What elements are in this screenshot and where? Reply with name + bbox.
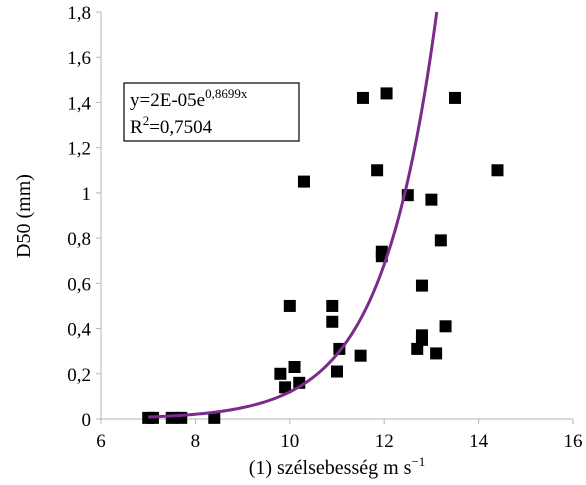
equation-base: y=2E-05e	[130, 90, 205, 111]
equation-exponent: 0,8699x	[205, 86, 248, 101]
data-point-13	[331, 365, 343, 378]
y-tick-label-7: 1,4	[67, 93, 91, 114]
data-point-26	[425, 193, 438, 206]
x-axis-label: (1) szélsebesség m s−1	[249, 454, 426, 479]
x-tick-label-3: 12	[375, 431, 394, 452]
y-axis-label: D50 (mm)	[13, 174, 35, 258]
data-point-22	[411, 342, 424, 355]
r-squared-sup: 2	[143, 113, 150, 128]
y-tick-label-3: 0,6	[67, 274, 91, 295]
data-point-6	[279, 381, 292, 394]
equation-line: y=2E-05e0,8699x	[130, 86, 248, 111]
x-tick-label-4: 14	[469, 431, 489, 452]
data-point-17	[371, 164, 384, 177]
y-tick-label-1: 0,2	[67, 365, 91, 386]
exponential-trendline	[148, 11, 439, 419]
r-squared-value: =0,7504	[149, 117, 212, 138]
equation-box-frame	[123, 82, 300, 142]
data-point-8	[288, 360, 301, 373]
data-point-16	[356, 91, 369, 104]
x-tick-label-0: 6	[96, 431, 106, 452]
data-point-7	[283, 299, 296, 312]
data-point-5	[274, 367, 287, 380]
r-squared-base: R	[130, 117, 143, 138]
y-tick-label-8: 1,6	[67, 48, 91, 69]
x-axis-label-sup: −1	[411, 454, 425, 469]
data-point-4	[208, 411, 221, 424]
equation-box: y=2E-05e0,8699x R2=0,7504	[123, 82, 300, 142]
x-axis-ticks: 6 8 10 12 14 16	[96, 419, 583, 452]
y-axis-ticks: 0 0,2 0,4 0,6 0,8 1 1,2 1,4 1,6 1,8	[67, 3, 101, 431]
y-tick-label-5: 1	[82, 184, 92, 205]
data-point-15	[354, 349, 367, 362]
data-points	[142, 87, 504, 424]
data-point-31	[491, 164, 504, 177]
y-tick-label-4: 0,8	[67, 229, 91, 250]
data-point-25	[415, 333, 428, 346]
x-tick-label-1: 8	[191, 431, 201, 452]
data-point-20	[380, 87, 393, 100]
x-axis-label-main: (1) szélsebesség m s	[249, 457, 412, 479]
y-tick-label-6: 1,2	[67, 139, 91, 160]
data-point-10	[297, 175, 310, 188]
data-point-27	[430, 347, 443, 360]
y-tick-label-2: 0,4	[67, 320, 91, 341]
data-point-30	[449, 91, 461, 104]
x-tick-label-2: 10	[280, 431, 299, 452]
x-tick-label-5: 16	[564, 431, 583, 452]
data-point-23	[415, 279, 428, 292]
data-point-12	[326, 315, 339, 328]
y-tick-label-9: 1,8	[67, 3, 91, 24]
data-point-29	[439, 320, 452, 333]
r-squared-line: R2=0,7504	[130, 113, 213, 138]
data-point-11	[326, 299, 339, 312]
data-point-28	[434, 234, 447, 247]
y-tick-label-0: 0	[82, 410, 92, 431]
